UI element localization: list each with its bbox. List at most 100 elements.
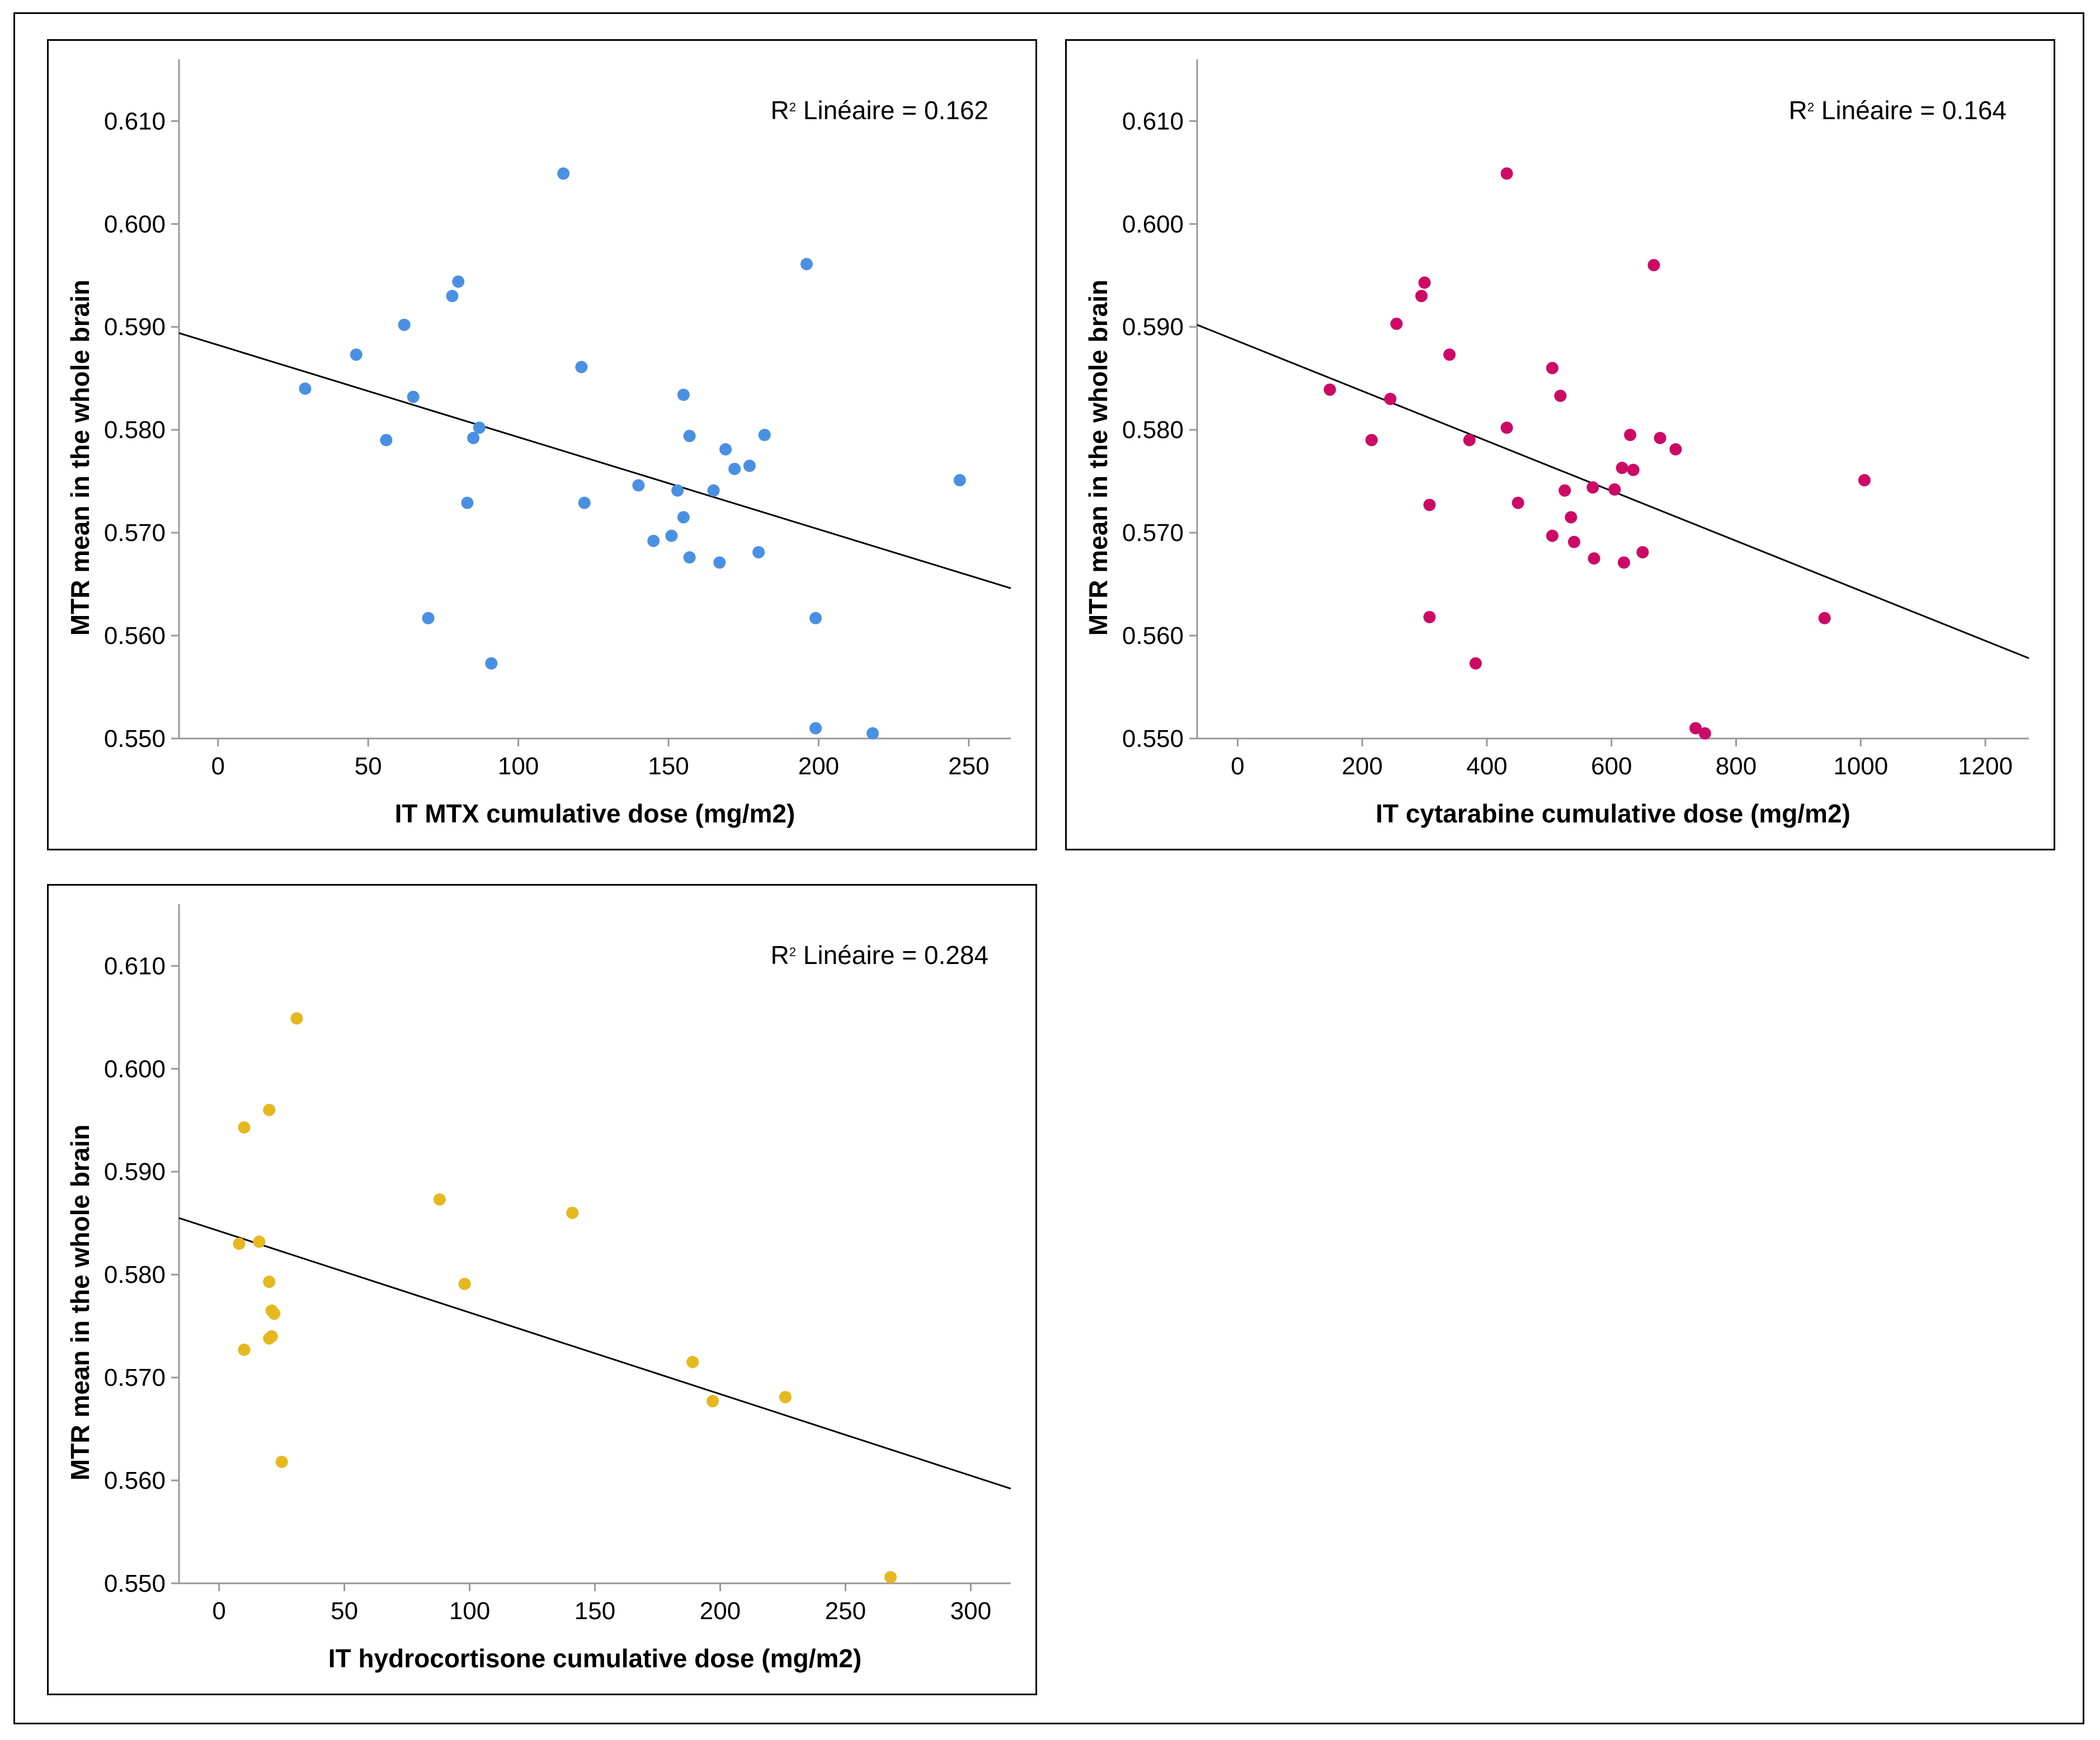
data-point [1500, 167, 1513, 180]
data-point [299, 382, 312, 395]
data-point [265, 1330, 278, 1343]
y-tick-label: 0.560 [104, 622, 166, 650]
x-tick-label: 0 [1231, 753, 1244, 780]
data-point [422, 612, 435, 624]
y-tick-label: 0.560 [104, 1467, 166, 1494]
y-tick-label: 0.600 [104, 1055, 166, 1083]
y-axis-title: MTR mean in the whole brain [65, 280, 95, 636]
x-tick-label: 100 [449, 1597, 490, 1625]
r2-prefix: R [771, 96, 789, 125]
data-point [433, 1193, 446, 1206]
data-point [1390, 317, 1403, 330]
x-tick-label: 600 [1591, 753, 1632, 780]
data-point [1546, 361, 1558, 374]
data-point [665, 529, 678, 542]
data-point [233, 1238, 246, 1250]
data-point [884, 1570, 897, 1583]
y-tick-label: 0.550 [104, 1570, 166, 1597]
data-point [647, 534, 660, 547]
data-point [557, 167, 570, 180]
r2-superscript: 2 [1807, 100, 1814, 114]
data-point [1624, 429, 1637, 441]
data-point [677, 388, 690, 401]
scatter-plot-hydrocortisone: 0.550 0.560 0.570 0.580 0.590 0.600 0.610 0 50 10… [65, 904, 1011, 1673]
y-tick-label: 0.580 [104, 1261, 166, 1288]
y-tick-label: 0.590 [1122, 313, 1184, 341]
data-point [1443, 348, 1456, 361]
regression-line [178, 332, 1011, 589]
x-axis-title: IT hydrocortisone cumulative dose (mg/m2… [328, 1644, 861, 1673]
r2-prefix: R [771, 940, 789, 970]
y-tick-label: 0.550 [1122, 725, 1184, 753]
data-point [578, 496, 591, 509]
data-point [1608, 483, 1621, 496]
data-point [1567, 535, 1580, 548]
x-tick-label: 0 [212, 1597, 225, 1625]
data-point [1858, 474, 1871, 487]
data-point [238, 1121, 251, 1134]
data-point [350, 348, 362, 361]
data-point [1586, 481, 1599, 494]
data-point [809, 722, 822, 735]
data-point [758, 429, 771, 441]
data-point [1616, 462, 1628, 474]
y-tick-label: 0.570 [1122, 519, 1184, 547]
data-point [719, 443, 732, 456]
data-point [253, 1235, 266, 1248]
x-tick-label: 50 [331, 1597, 358, 1625]
x-tick-label: 800 [1716, 753, 1757, 780]
data-point [1463, 434, 1476, 446]
x-tick-label: 200 [700, 1597, 741, 1625]
x-tick-label: 400 [1466, 753, 1507, 780]
data-point [779, 1391, 792, 1404]
x-tick-label: 50 [355, 753, 382, 780]
x-tick-label: 0 [211, 753, 225, 780]
data-point [683, 430, 696, 443]
r2-superscript: 2 [789, 100, 796, 114]
scatter-plot-cytarabine: 0.550 0.560 0.570 0.580 0.590 0.600 0.610 0 200 4… [1084, 59, 2030, 828]
y-tick-label: 0.590 [104, 313, 166, 341]
data-point [1636, 546, 1649, 559]
data-point [1689, 722, 1702, 735]
data-point [1415, 290, 1428, 303]
data-point [707, 1395, 719, 1408]
x-tick-label: 300 [950, 1597, 991, 1625]
r2-annotation: R2 Linéaire = 0.162 [771, 96, 988, 125]
data-point [677, 511, 690, 524]
data-point [446, 290, 459, 303]
data-point [683, 551, 696, 564]
data-point [752, 546, 765, 559]
r2-value: Linéaire = 0.284 [796, 940, 988, 970]
data-point [800, 258, 813, 271]
scatter-panel-mtx: 0.550 0.560 0.570 0.580 0.590 0.600 0.610 0 50 10… [47, 39, 1037, 850]
scatter-plot-mtx: 0.550 0.560 0.570 0.580 0.590 0.600 0.610 0 50 10… [65, 59, 1011, 828]
r2-superscript: 2 [789, 945, 796, 959]
data-point [461, 496, 474, 509]
y-tick-label: 0.600 [1122, 210, 1184, 238]
data-point [867, 727, 879, 740]
x-tick-label: 100 [498, 753, 539, 780]
x-axis-title: IT cytarabine cumulative dose (mg/m2) [1376, 799, 1851, 828]
r2-annotation: R2 Linéaire = 0.284 [771, 940, 988, 970]
data-point [407, 391, 420, 403]
y-tick-label: 0.580 [104, 416, 166, 444]
y-tick-label: 0.570 [104, 1364, 166, 1391]
data-point [485, 657, 498, 670]
data-point [1512, 496, 1524, 509]
data-point [268, 1308, 281, 1320]
scatter-panel-cytarabine: 0.550 0.560 0.570 0.580 0.590 0.600 0.610 0 200 4… [1065, 39, 2055, 850]
data-point [380, 434, 393, 446]
y-tick-label: 0.600 [104, 210, 166, 238]
data-point [1818, 612, 1831, 624]
data-point [1469, 657, 1482, 670]
data-point [290, 1012, 303, 1025]
data-point [473, 421, 486, 434]
data-point [263, 1276, 276, 1288]
y-tick-label: 0.550 [104, 725, 166, 753]
data-point [1384, 393, 1397, 405]
data-point [1500, 421, 1513, 434]
x-tick-label: 150 [648, 753, 689, 780]
data-point [1423, 499, 1436, 511]
x-tick-label: 1200 [1958, 753, 2013, 780]
figure-frame [13, 12, 2084, 1724]
